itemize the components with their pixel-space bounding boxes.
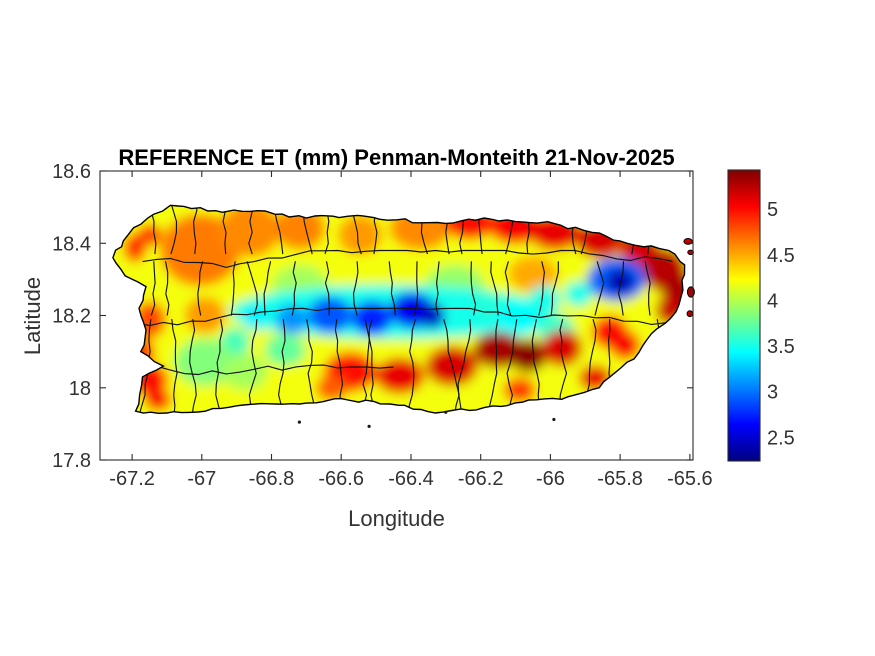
x-axis-label: Longitude [348,506,445,531]
et-region [184,297,226,334]
municipality-boundary-col [443,318,460,414]
coastline [112,204,686,415]
et-field [112,205,685,414]
et-region [564,281,593,307]
municipality-boundary-col [197,261,204,316]
colorbar-tick-label: 5 [767,199,778,221]
municipality-boundary-col [171,319,178,414]
et-region [223,353,267,390]
et-region [375,357,425,394]
municipality-boundary-col [388,261,396,316]
municipality-boundary-col [489,319,499,414]
municipality-boundary-col [324,261,330,316]
et-region [418,303,446,329]
et-region [529,285,561,315]
y-tick-label: 18 [69,378,91,400]
municipality-boundary-col [655,319,662,414]
municipality-boundary-col [408,318,417,414]
municipality-boundary-col [618,261,625,316]
municipality-boundary-col [291,261,297,316]
municipality-boundary-col [164,261,170,316]
municipality-boundary-col [504,261,512,316]
colorbar-border [727,169,761,462]
x-tick-label: -65.6 [667,468,713,490]
cay-dot [367,424,371,428]
et-region [389,206,451,250]
cay-dot [552,417,556,422]
et-region [137,224,163,246]
colorbar-tick-label: 3.5 [767,336,795,358]
x-tick-label: -67.2 [109,468,155,490]
et-region [610,330,640,360]
et-region [219,205,281,257]
et-region [579,365,611,391]
municipality-boundary-col [263,261,272,316]
colorbar-tick-label: 2.5 [767,427,795,449]
municipality-boundary-row [135,307,666,327]
municipality-boundary-col [193,205,198,255]
municipality-boundary-col [215,319,224,414]
y-tick-label: 18.6 [52,161,91,183]
municipality-boundary-col [435,261,440,316]
x-tick-label: -66 [536,468,565,490]
municipality-boundary-col [644,261,651,316]
x-tick-label: -67 [187,468,216,490]
municipality-boundary-row [142,249,673,268]
municipality-boundary-col [538,261,545,316]
et-region [275,206,326,250]
et-region [425,346,478,386]
municipality-boundary-col [306,318,317,414]
municipality-boundary-col [246,261,258,316]
et-region [508,255,558,293]
x-tick-label: -65.8 [597,468,643,490]
x-tick-label: -66.6 [318,468,364,490]
municipality-boundary-col [490,261,499,316]
et-region [351,300,393,336]
et-region [264,333,306,367]
colorbar-gradient [728,170,760,461]
municipality-boundary-col [594,261,605,316]
et-region [315,375,348,401]
colorbar-tick-label: 3 [767,382,778,404]
municipality-boundary-col [413,261,419,316]
et-region [509,339,547,373]
x-tick-label: -66.2 [458,468,504,490]
municipality-boundary-col [189,319,197,414]
municipality-boundary-col [352,261,359,316]
x-tick-label: -66.4 [388,468,434,490]
tick-labels: -67.2 -67 -66.8 -66.6 -66.4 -66.2 -66 -65.8 -65.… [52,161,795,490]
municipality-boundary-col [550,261,559,316]
y-tick-label: 17.8 [52,450,91,472]
municipality-boundary-col [169,205,178,255]
cay-dot [297,420,301,424]
y-tick-label: 18.4 [52,233,91,255]
et-region [338,215,383,255]
plot-title: REFERENCE ET (mm) Penman-Monteith 21-Nov… [118,145,675,170]
municipality-boundary-col [506,319,518,414]
et-region [133,301,166,338]
municipality-boundary-col [457,319,472,414]
et-region [605,268,635,294]
x-tick-label: -66.8 [249,468,295,490]
municipality-boundary-col [364,318,375,414]
municipality-boundaries [135,205,673,414]
municipality-boundary-row [142,364,394,376]
et-region [144,389,172,411]
et-region [473,331,523,368]
cay-dot [444,410,448,414]
et-region [308,297,353,334]
y-tick-label: 18.2 [52,306,91,328]
et-region [445,205,495,240]
colorbar-tick-label: 4 [767,290,778,312]
municipality-boundary-col [470,261,477,316]
municipality-boundary-col [278,319,286,414]
municipality-boundary-col [248,319,258,414]
et-region [242,305,268,331]
municipality-boundary-col [230,261,236,316]
municipality-boundary-col [150,261,156,316]
colorbar-tick-label: 4.5 [767,245,795,267]
g-shape [112,205,685,414]
